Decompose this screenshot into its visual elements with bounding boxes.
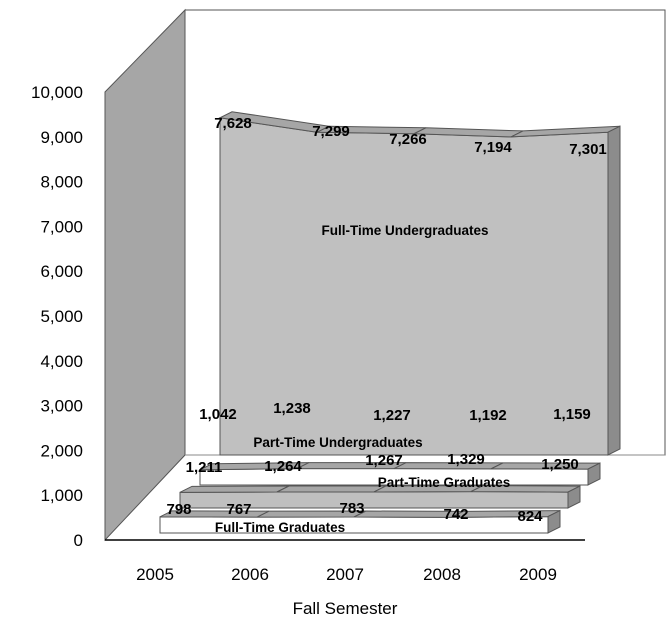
series-top-strip	[179, 485, 290, 493]
data-label: 824	[517, 508, 543, 525]
x-tick-label: 2008	[423, 565, 461, 584]
data-label: 767	[226, 501, 251, 518]
series-ribbon	[218, 111, 621, 456]
y-tick-label: 5,000	[40, 307, 83, 326]
y-tick-label: 9,000	[40, 128, 83, 147]
data-label: 7,266	[389, 131, 427, 148]
y-tick-label: 10,000	[31, 83, 83, 102]
series-label: Full-Time Undergraduates	[321, 223, 488, 238]
x-axis-ticks: 2005 2006 2007 2008 2009	[136, 565, 557, 584]
x-tick-label: 2007	[326, 565, 364, 584]
y-tick-label: 0	[74, 531, 83, 550]
data-label: 7,628	[214, 115, 252, 132]
x-tick-label: 2009	[519, 565, 557, 584]
data-label: 1,159	[553, 406, 591, 423]
data-label: 1,227	[373, 407, 411, 424]
y-tick-label: 4,000	[40, 352, 83, 371]
series-ribbon	[199, 462, 601, 486]
y-tick-label: 2,000	[40, 441, 83, 460]
data-label: 1,211	[186, 459, 223, 476]
y-axis-ticks: 0 1,000 2,000 3,000 4,000 5,000 6,000 7,000 8,00…	[31, 83, 83, 550]
data-label: 742	[443, 506, 468, 523]
series-label: Part-Time Graduates	[378, 475, 511, 490]
series-ribbon	[179, 485, 581, 509]
series-labels: Full-Time Undergraduates Part-Time Underg…	[215, 223, 510, 535]
data-label: 7,299	[312, 123, 350, 140]
data-label: 7,301	[569, 141, 607, 158]
y-tick-label: 3,000	[40, 397, 83, 416]
data-label: 1,264	[264, 458, 302, 475]
y-tick-label: 6,000	[40, 262, 83, 281]
data-label: 1,238	[273, 400, 311, 417]
series-ribbon	[159, 509, 561, 534]
data-label: 798	[166, 501, 191, 518]
series-top-strip	[276, 485, 387, 493]
data-label: 783	[339, 500, 364, 517]
x-tick-label: 2005	[136, 565, 174, 584]
series-end-cap	[567, 485, 581, 509]
data-label: 1,250	[541, 456, 579, 473]
data-label: 1,042	[199, 406, 237, 423]
series-label: Full-Time Graduates	[215, 520, 345, 535]
x-tick-label: 2006	[231, 565, 269, 584]
series-end-cap	[587, 462, 601, 486]
series-label: Part-Time Undergraduates	[253, 435, 422, 450]
side-wall	[104, 8, 186, 542]
data-label: 1,329	[447, 451, 485, 468]
y-tick-label: 7,000	[40, 217, 83, 236]
series-ribbons	[159, 111, 621, 534]
data-label: 1,267	[365, 452, 403, 469]
y-tick-label: 8,000	[40, 173, 83, 192]
data-label: 1,192	[469, 407, 507, 424]
data-labels: 7,628 7,299 7,266 7,194 7,301 1,042 1,238 1,227…	[166, 115, 606, 525]
y-tick-label: 1,000	[40, 486, 83, 505]
data-label: 7,194	[474, 139, 512, 156]
x-axis-title: Fall Semester	[293, 599, 398, 618]
series-end-cap	[547, 509, 561, 534]
series-end-cap	[607, 125, 621, 456]
